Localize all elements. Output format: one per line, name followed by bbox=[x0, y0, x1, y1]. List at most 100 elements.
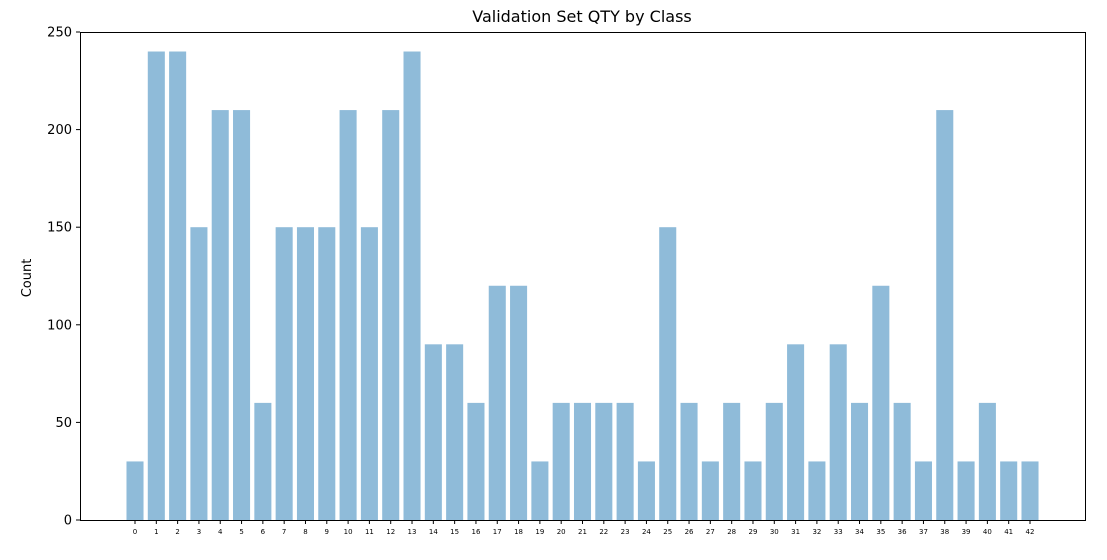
x-tick-label: 14 bbox=[429, 528, 438, 536]
x-axis-ticks: 0 1 2 3 4 5 6 7 8 9 10 11 12 13 14 15 16 17 18 19 20 21 22 23 24… bbox=[133, 520, 1035, 536]
bar-class-0 bbox=[126, 461, 144, 520]
x-tick-label: 42 bbox=[1026, 528, 1035, 536]
bar-class-9 bbox=[318, 227, 336, 520]
bar-class-41 bbox=[1000, 461, 1018, 520]
y-axis-label: Count bbox=[20, 259, 35, 298]
x-tick-label: 17 bbox=[493, 528, 502, 536]
x-tick-label: 31 bbox=[791, 528, 800, 536]
x-tick-label: 19 bbox=[535, 528, 544, 536]
x-tick-label: 25 bbox=[663, 528, 672, 536]
bar-class-16 bbox=[467, 402, 485, 520]
x-tick-label: 9 bbox=[325, 528, 329, 536]
x-tick-label: 28 bbox=[727, 528, 736, 536]
bar-class-26 bbox=[680, 402, 698, 520]
bar-class-15 bbox=[446, 344, 464, 520]
x-tick-label: 41 bbox=[1004, 528, 1013, 536]
chart-title: Validation Set QTY by Class bbox=[472, 7, 691, 26]
x-tick-label: 27 bbox=[706, 528, 715, 536]
bar-class-1 bbox=[147, 51, 165, 521]
y-tick-label: 100 bbox=[47, 318, 72, 333]
x-tick-label: 21 bbox=[578, 528, 587, 536]
x-tick-label: 1 bbox=[154, 528, 158, 536]
bar-class-33 bbox=[829, 344, 847, 520]
bar-class-37 bbox=[914, 461, 932, 520]
bar-class-35 bbox=[872, 285, 890, 520]
x-tick-label: 5 bbox=[239, 528, 243, 536]
bar-class-7 bbox=[275, 227, 293, 520]
x-tick-label: 32 bbox=[812, 528, 821, 536]
x-tick-label: 13 bbox=[408, 528, 417, 536]
y-tick-label: 0 bbox=[64, 514, 72, 529]
x-tick-label: 26 bbox=[685, 528, 694, 536]
y-tick-label: 200 bbox=[47, 123, 72, 138]
bar-class-10 bbox=[339, 110, 357, 520]
x-tick-label: 0 bbox=[133, 528, 137, 536]
x-tick-label: 18 bbox=[514, 528, 523, 536]
x-tick-label: 29 bbox=[749, 528, 758, 536]
bar-class-40 bbox=[978, 402, 996, 520]
x-tick-label: 22 bbox=[599, 528, 608, 536]
bar-class-23 bbox=[616, 402, 634, 520]
bars-group bbox=[126, 51, 1039, 521]
bar-class-29 bbox=[744, 461, 762, 520]
x-tick-label: 34 bbox=[855, 528, 864, 536]
bar-class-3 bbox=[190, 227, 208, 520]
bar-class-11 bbox=[360, 227, 378, 520]
y-axis-ticks: 0 50 100 150 200 250 bbox=[47, 26, 80, 529]
x-tick-label: 24 bbox=[642, 528, 651, 536]
x-tick-label: 40 bbox=[983, 528, 992, 536]
x-tick-label: 2 bbox=[175, 528, 179, 536]
bar-class-36 bbox=[893, 402, 911, 520]
bar-class-19 bbox=[531, 461, 549, 520]
plot-frame bbox=[80, 32, 1086, 521]
bar-class-25 bbox=[659, 227, 677, 520]
x-tick-label: 4 bbox=[218, 528, 223, 536]
bar-class-24 bbox=[637, 461, 655, 520]
x-tick-label: 20 bbox=[557, 528, 566, 536]
bar-class-2 bbox=[169, 51, 187, 521]
x-tick-label: 33 bbox=[834, 528, 843, 536]
bar-class-30 bbox=[765, 402, 783, 520]
x-tick-label: 12 bbox=[386, 528, 395, 536]
x-tick-label: 35 bbox=[876, 528, 885, 536]
bar-class-14 bbox=[424, 344, 442, 520]
x-tick-label: 36 bbox=[898, 528, 907, 536]
bar-class-21 bbox=[573, 402, 592, 520]
x-tick-label: 38 bbox=[940, 528, 949, 536]
bar-class-4 bbox=[211, 110, 229, 520]
y-tick-label: 250 bbox=[47, 26, 72, 41]
x-tick-label: 16 bbox=[471, 528, 480, 536]
bar-class-13 bbox=[403, 51, 421, 521]
bar-class-27 bbox=[701, 461, 719, 520]
bar-class-34 bbox=[851, 402, 869, 520]
bar-class-32 bbox=[808, 461, 826, 520]
x-tick-label: 23 bbox=[621, 528, 630, 536]
y-tick-label: 150 bbox=[47, 221, 72, 236]
bar-class-22 bbox=[595, 402, 613, 520]
bar-class-17 bbox=[488, 285, 506, 520]
y-tick-label: 50 bbox=[55, 416, 72, 431]
bar-class-20 bbox=[552, 402, 570, 520]
bar-class-31 bbox=[787, 344, 805, 520]
bar-class-8 bbox=[296, 227, 314, 520]
x-tick-label: 6 bbox=[261, 528, 266, 536]
x-tick-label: 15 bbox=[450, 528, 459, 536]
x-tick-label: 39 bbox=[962, 528, 971, 536]
bar-class-6 bbox=[254, 402, 272, 520]
bar-class-39 bbox=[957, 461, 975, 520]
x-tick-label: 8 bbox=[303, 528, 307, 536]
bar-class-28 bbox=[723, 402, 741, 520]
x-tick-label: 11 bbox=[365, 528, 374, 536]
x-tick-label: 30 bbox=[770, 528, 779, 536]
bar-class-42 bbox=[1021, 461, 1039, 520]
x-tick-label: 10 bbox=[344, 528, 353, 536]
bar-class-38 bbox=[936, 110, 954, 520]
bar-class-18 bbox=[510, 285, 528, 520]
x-tick-label: 3 bbox=[197, 528, 201, 536]
bar-class-12 bbox=[382, 110, 400, 520]
bar-class-5 bbox=[233, 110, 251, 520]
x-tick-label: 37 bbox=[919, 528, 928, 536]
x-tick-label: 7 bbox=[282, 528, 286, 536]
